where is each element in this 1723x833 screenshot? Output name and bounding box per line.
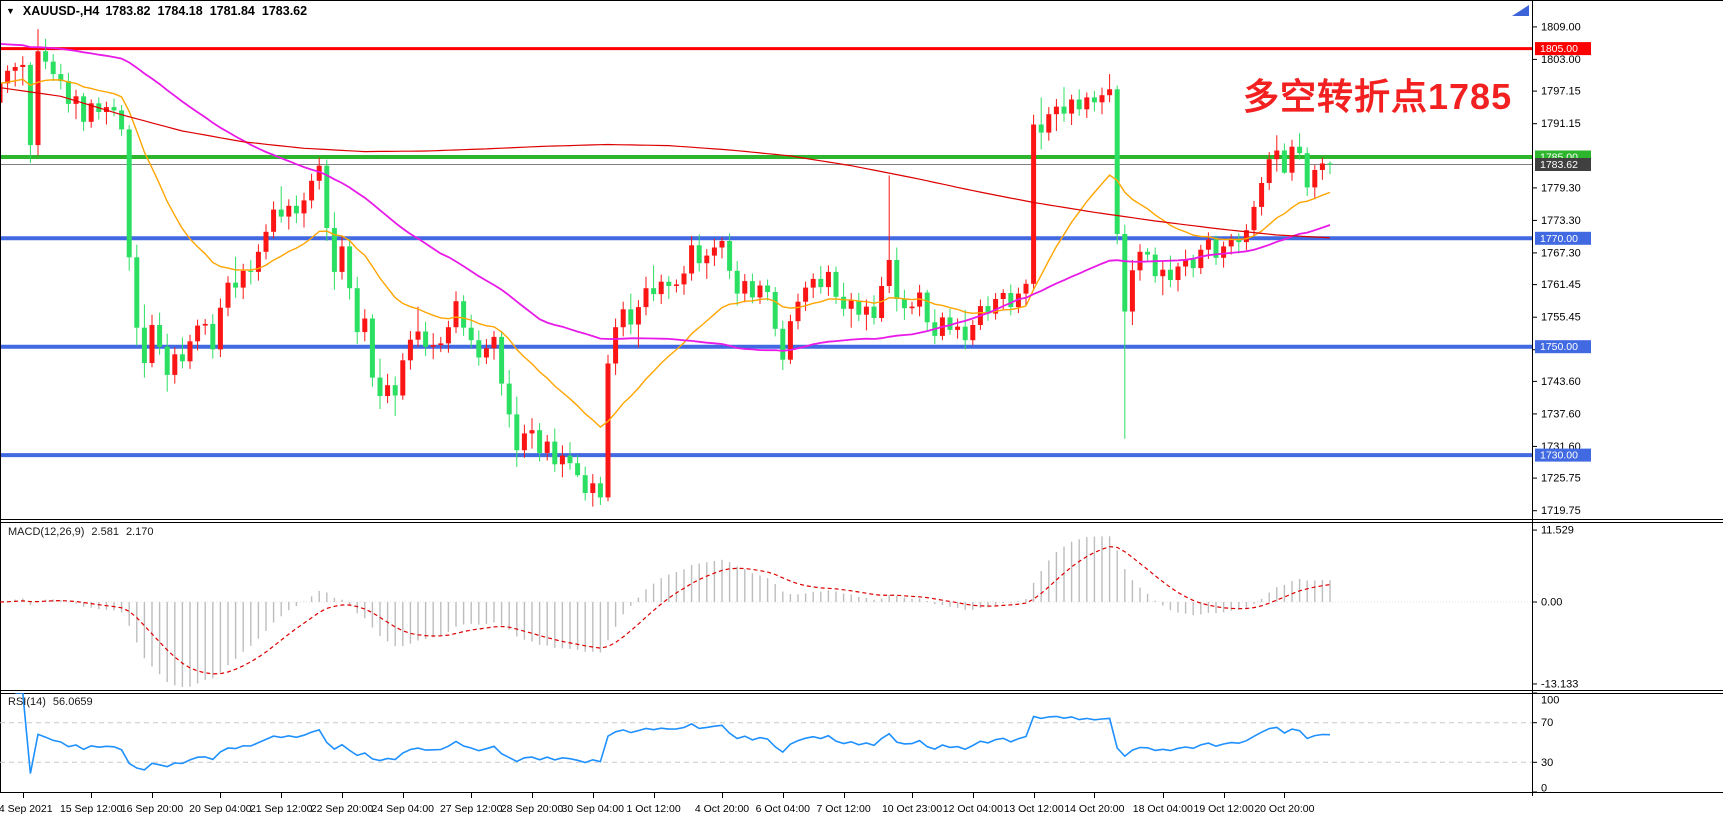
svg-text:1761.45: 1761.45	[1541, 279, 1581, 291]
macd-canvas[interactable]	[0, 523, 1532, 690]
symbol-dropdown-icon: ▼	[6, 6, 15, 16]
price-chart-canvas[interactable]	[0, 0, 1532, 520]
rsi-canvas[interactable]	[0, 693, 1532, 792]
time-label: 1 Oct 12:00	[626, 803, 681, 815]
time-tick	[91, 793, 93, 798]
time-label: 18 Oct 04:00	[1132, 803, 1193, 815]
svg-text:1743.60: 1743.60	[1541, 376, 1581, 388]
time-tick	[1094, 793, 1096, 798]
time-tick	[1162, 793, 1164, 798]
svg-text:1803.00: 1803.00	[1541, 54, 1581, 66]
time-tick	[471, 793, 473, 798]
time-label: 16 Sep 20:00	[120, 803, 184, 815]
time-label: 15 Sep 12:00	[59, 803, 123, 815]
svg-text:1779.30: 1779.30	[1541, 182, 1581, 194]
svg-text:1750.00: 1750.00	[1540, 341, 1578, 353]
time-tick	[220, 793, 222, 798]
open-value: 1783.82	[105, 4, 151, 18]
macd-signal-value: 2.170	[125, 526, 154, 538]
svg-text:1725.75: 1725.75	[1541, 473, 1581, 485]
time-tick	[653, 793, 655, 798]
svg-text:1730.00: 1730.00	[1540, 450, 1578, 462]
panel-separator	[0, 519, 1723, 520]
time-tick	[1284, 793, 1286, 798]
time-label: 19 Oct 12:00	[1193, 803, 1254, 815]
panel-separator	[0, 690, 1723, 691]
svg-text:0: 0	[1541, 783, 1547, 795]
time-tick	[722, 793, 723, 798]
window-top-border	[0, 0, 1723, 1]
time-label: 30 Sep 04:00	[561, 803, 625, 815]
time-label: 14 Sep 2021	[0, 803, 53, 815]
rsi-value: 56.0659	[52, 696, 93, 708]
rsi-label: RSI(14)	[8, 696, 46, 708]
symbol-timeframe: XAUUSD-,H4	[22, 4, 100, 18]
time-tick	[972, 793, 974, 798]
time-label: 24 Sep 04:00	[371, 803, 435, 815]
svg-text:1767.30: 1767.30	[1541, 247, 1581, 259]
svg-text:1719.75: 1719.75	[1541, 505, 1581, 517]
symbol-ohlc-readout: ▼ XAUUSD-,H4 1783.82 1784.18 1781.84 178…	[6, 4, 307, 18]
close-value: 1783.62	[261, 4, 308, 18]
time-label: 6 Oct 04:00	[755, 803, 810, 815]
time-tick	[843, 793, 845, 798]
svg-text:30: 30	[1541, 757, 1553, 769]
time-tick	[912, 793, 913, 798]
svg-text:1737.60: 1737.60	[1541, 408, 1581, 420]
rsi-label-row: RSI(14) 56.0659	[8, 696, 93, 708]
macd-label: MACD(12,26,9)	[8, 526, 85, 538]
svg-text:1797.15: 1797.15	[1541, 86, 1581, 98]
high-value: 1784.18	[157, 4, 203, 18]
time-tick	[22, 793, 24, 798]
time-label: 13 Oct 12:00	[1003, 803, 1064, 815]
svg-text:1805.00: 1805.00	[1540, 43, 1578, 55]
svg-text:1791.15: 1791.15	[1541, 118, 1581, 130]
time-tick	[782, 793, 784, 798]
time-tick	[152, 793, 153, 798]
svg-text:70: 70	[1541, 717, 1553, 729]
window-left-border	[0, 0, 1, 792]
macd-main-value: 2.581	[91, 526, 119, 538]
time-label: 22 Sep 20:00	[310, 803, 374, 815]
svg-text:1770.00: 1770.00	[1540, 233, 1578, 245]
svg-text:1783.62: 1783.62	[1540, 159, 1578, 171]
panel-separator	[0, 792, 1723, 793]
time-label: 21 Sep 12:00	[249, 803, 313, 815]
svg-text:100: 100	[1541, 695, 1559, 707]
time-label: 28 Sep 20:00	[500, 803, 564, 815]
annotation-text: 多空转折点1785	[1243, 76, 1513, 117]
time-label: 14 Oct 20:00	[1064, 803, 1125, 815]
time-label: 20 Sep 04:00	[189, 803, 252, 815]
time-tick	[532, 793, 533, 798]
svg-text:-13.133: -13.133	[1541, 678, 1578, 690]
low-value: 1781.84	[209, 4, 255, 18]
time-label: 10 Oct 23:00	[881, 803, 943, 815]
svg-text:0.00: 0.00	[1541, 597, 1562, 609]
time-tick	[402, 793, 404, 798]
macd-label-row: MACD(12,26,9) 2.581 2.170	[8, 526, 153, 538]
time-label: 27 Sep 12:00	[439, 803, 503, 815]
time-label: 7 Oct 12:00	[816, 803, 871, 815]
time-tick	[592, 793, 594, 798]
time-tick	[1223, 793, 1225, 798]
svg-text:1809.00: 1809.00	[1541, 21, 1581, 33]
panel-separator	[0, 693, 1723, 694]
price-axis[interactable]: 1809.00 1803.00 1797.15 1791.15 1779.30 1773.…	[1532, 0, 1723, 833]
time-label: 4 Oct 20:00	[694, 803, 750, 815]
svg-text:1755.45: 1755.45	[1541, 312, 1581, 324]
time-tick	[281, 793, 283, 798]
svg-text:1773.30: 1773.30	[1541, 215, 1581, 227]
svg-text:11.529: 11.529	[1541, 525, 1574, 537]
time-label: 12 Oct 04:00	[942, 803, 1003, 815]
panel-separator	[0, 522, 1723, 523]
time-tick	[342, 793, 343, 798]
time-tick	[1033, 793, 1035, 798]
time-label: 20 Oct 20:00	[1254, 803, 1315, 815]
